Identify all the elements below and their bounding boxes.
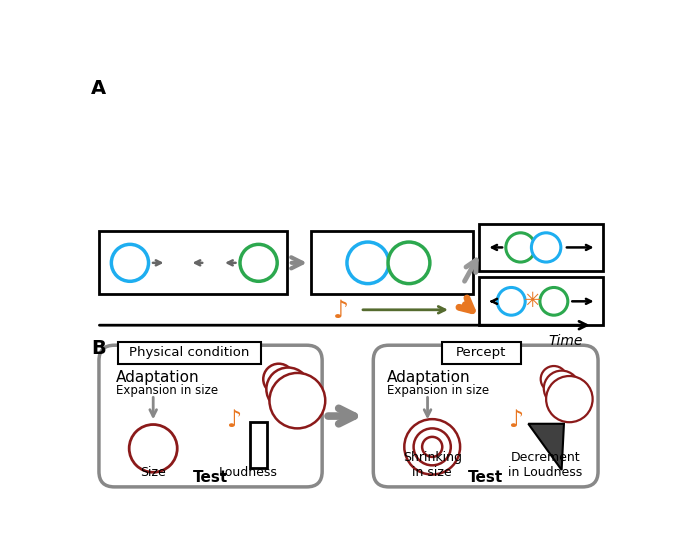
- Bar: [250, 422, 267, 469]
- Text: Decrement
in Loudness: Decrement in Loudness: [508, 451, 583, 479]
- Circle shape: [546, 376, 593, 422]
- Text: ✳: ✳: [524, 291, 541, 311]
- Bar: [479, 224, 602, 271]
- Text: Adaptation: Adaptation: [116, 370, 200, 385]
- Text: Expansion in size: Expansion in size: [387, 384, 490, 397]
- Text: Shrinking
in size: Shrinking in size: [403, 451, 462, 479]
- Circle shape: [541, 366, 567, 392]
- Text: Time: Time: [548, 334, 583, 348]
- Bar: [99, 231, 286, 294]
- Circle shape: [269, 373, 325, 428]
- Circle shape: [531, 233, 561, 262]
- Text: Physical condition: Physical condition: [129, 346, 250, 360]
- FancyBboxPatch shape: [373, 345, 598, 487]
- FancyBboxPatch shape: [99, 345, 322, 487]
- Circle shape: [422, 437, 442, 457]
- Text: Size: Size: [140, 466, 166, 479]
- Circle shape: [240, 244, 277, 281]
- Text: Adaptation: Adaptation: [387, 370, 471, 385]
- Circle shape: [347, 242, 389, 284]
- Bar: [311, 231, 473, 294]
- Text: ♪: ♪: [333, 299, 349, 323]
- Bar: [118, 342, 261, 363]
- Circle shape: [544, 371, 579, 406]
- Circle shape: [112, 244, 148, 281]
- Text: ♪: ♪: [226, 408, 241, 432]
- Bar: [441, 342, 521, 363]
- Circle shape: [129, 424, 177, 472]
- Circle shape: [267, 367, 310, 411]
- Circle shape: [506, 233, 535, 262]
- Text: Test: Test: [193, 470, 228, 485]
- Circle shape: [388, 242, 430, 284]
- Bar: [479, 278, 602, 325]
- Polygon shape: [528, 424, 564, 470]
- Circle shape: [263, 363, 294, 394]
- Text: Percept: Percept: [456, 346, 506, 360]
- Text: A: A: [91, 79, 106, 98]
- Text: ♪: ♪: [507, 408, 523, 432]
- Circle shape: [497, 288, 525, 315]
- Text: Test: Test: [468, 470, 503, 485]
- Circle shape: [405, 419, 460, 475]
- Text: Loudness: Loudness: [218, 466, 277, 479]
- Text: Expansion in size: Expansion in size: [116, 384, 218, 397]
- Circle shape: [540, 288, 568, 315]
- Text: B: B: [91, 339, 106, 358]
- Circle shape: [413, 428, 451, 465]
